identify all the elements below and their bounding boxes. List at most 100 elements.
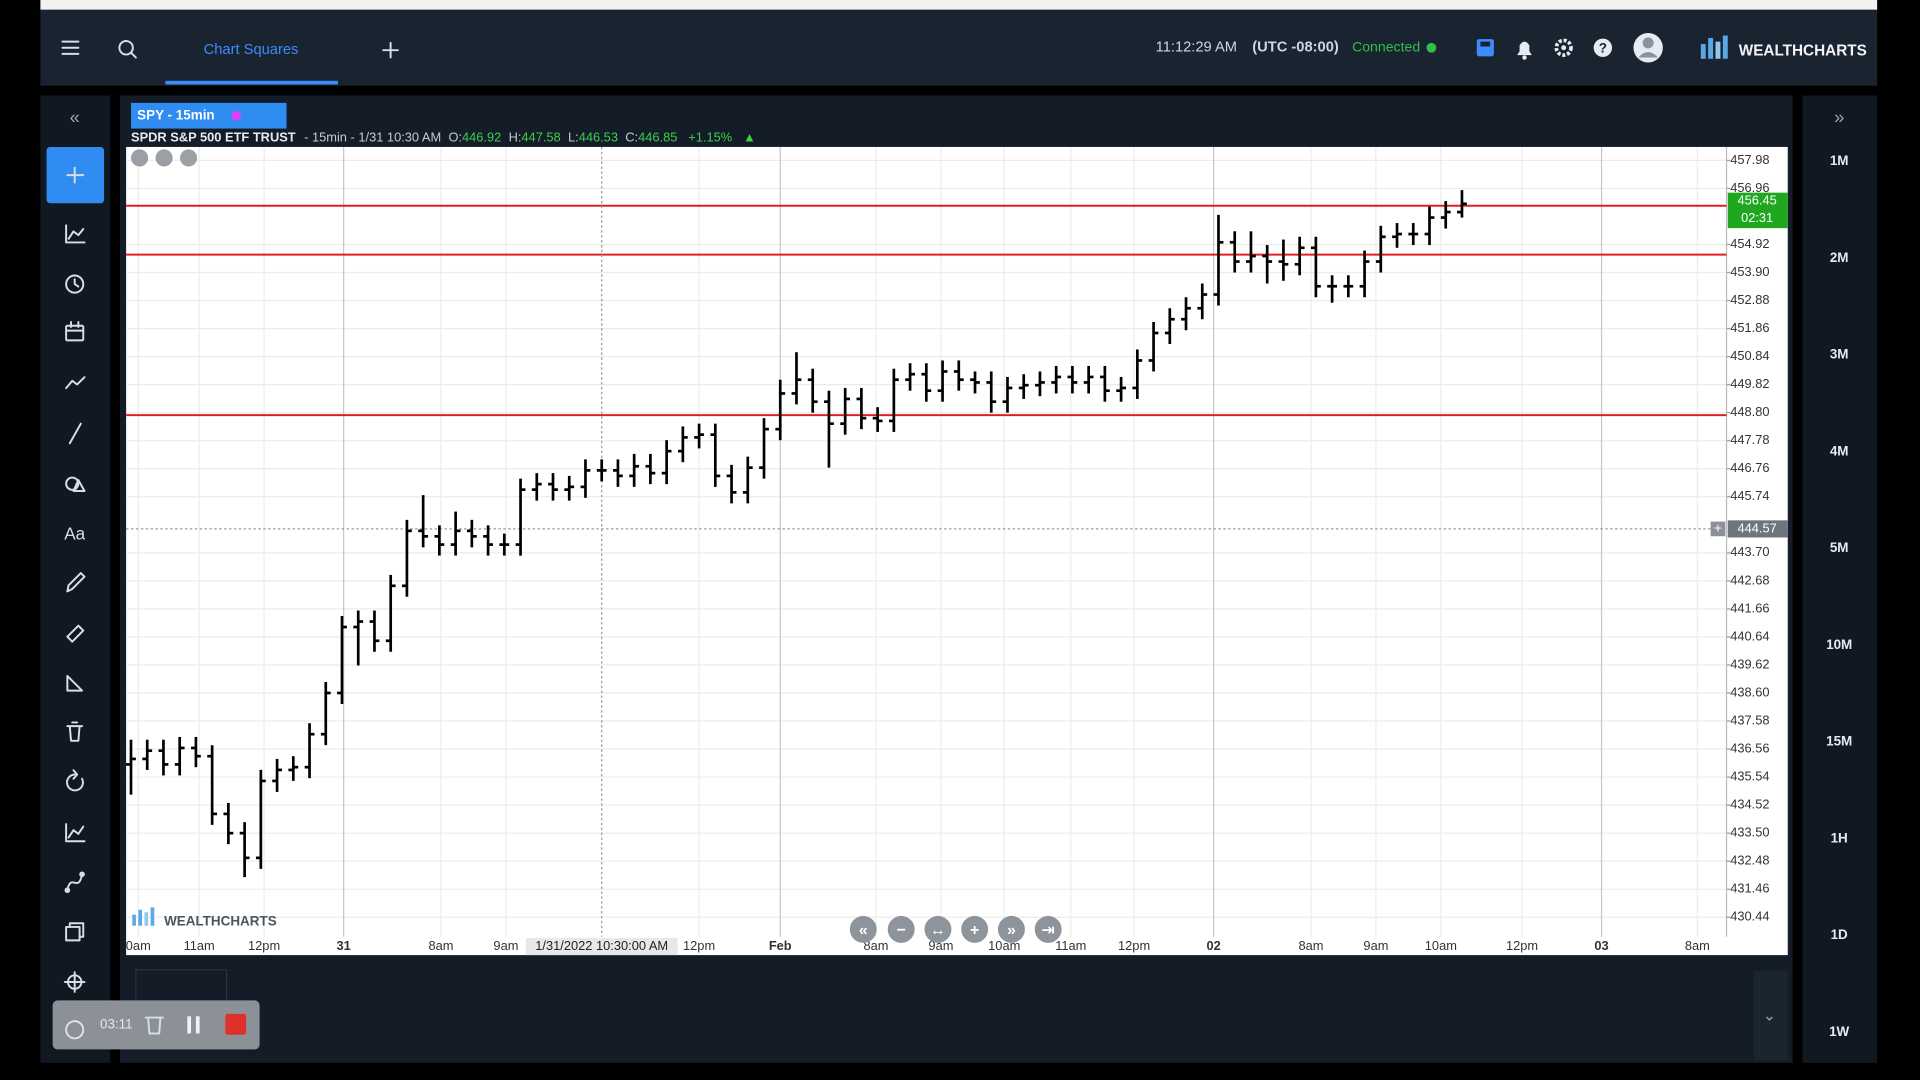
ohlc-value: 446.53 — [579, 130, 618, 145]
add-tab-button[interactable] — [382, 41, 399, 59]
price-bar — [710, 423, 721, 487]
tool-ruler[interactable] — [66, 624, 85, 643]
price-bar — [255, 769, 266, 869]
chart-controls — [131, 149, 198, 167]
x-tick-label: 02 — [1206, 938, 1220, 953]
price-bar — [1246, 231, 1256, 273]
ohlc-label: C: — [625, 130, 638, 145]
y-tick-label: 435.54 — [1730, 768, 1769, 783]
price-bar — [126, 739, 136, 795]
x-tick-label: 12pm — [1506, 938, 1538, 953]
tool-delete[interactable] — [66, 721, 84, 742]
tool-refresh[interactable] — [66, 769, 84, 792]
price-bar — [239, 822, 250, 878]
tool-layers[interactable] — [65, 922, 85, 942]
y-tick-label: 430.44 — [1730, 909, 1769, 924]
tool-pencil[interactable] — [66, 572, 86, 593]
timeframe-button[interactable]: 10M — [1826, 637, 1852, 652]
tool-shapes[interactable] — [65, 476, 86, 492]
tool-line[interactable] — [68, 422, 82, 445]
price-bar — [824, 390, 834, 468]
countdown-label: 02:31 — [1741, 210, 1773, 225]
tool-text[interactable]: Aa — [64, 524, 85, 544]
settings-button[interactable] — [1554, 38, 1573, 57]
timezone[interactable]: (UTC -08:00) — [1252, 40, 1339, 56]
x-tick-label: 12pm — [1118, 938, 1150, 953]
price-bar — [1278, 239, 1289, 281]
nav-zoom-in[interactable] — [961, 915, 989, 943]
timeframe-button[interactable]: 1W — [1829, 1024, 1849, 1039]
nav-fit[interactable] — [924, 915, 952, 943]
tool-curve[interactable] — [64, 871, 85, 894]
price-bar — [872, 407, 883, 432]
price-bar — [629, 453, 640, 487]
y-tick-label: 440.64 — [1730, 628, 1769, 643]
price-bar — [759, 418, 769, 479]
price-bar — [677, 426, 688, 463]
search-button[interactable] — [118, 40, 137, 59]
symbol-tab-label[interactable]: SPY - 15min — [137, 107, 215, 122]
price-bar — [986, 371, 997, 413]
price-bar — [1067, 365, 1078, 394]
price-bar — [888, 368, 899, 432]
nav-icon: + — [970, 922, 979, 939]
timeframes: 1M 2M 3M 4M 5M 10M 15M 1H 1D 1W — [1826, 153, 1852, 1039]
price-bar — [369, 610, 380, 652]
symbol-name: SPDR S&P 500 ETF TRUST — [131, 130, 296, 145]
price-bar — [1408, 223, 1419, 246]
collapse-right[interactable]: » — [1834, 107, 1844, 128]
price-bar — [694, 423, 704, 449]
tool-indicators[interactable] — [65, 224, 86, 244]
price-bar — [580, 459, 591, 498]
symbol-dot — [231, 110, 242, 121]
x-tick-label: 11am — [1055, 938, 1086, 953]
price-bar — [499, 533, 510, 556]
menu-button[interactable] — [61, 40, 80, 55]
price-bar — [1310, 236, 1321, 298]
tool-calendar[interactable] — [65, 321, 85, 342]
help-button[interactable]: ? — [1593, 38, 1613, 57]
alerts-button[interactable] — [1517, 41, 1532, 60]
recorder-pause[interactable] — [187, 1016, 200, 1034]
nav-back-fast[interactable] — [849, 915, 877, 943]
nav-end[interactable] — [1034, 915, 1062, 943]
recorder-globe[interactable] — [65, 1020, 85, 1040]
tool-clock[interactable] — [65, 274, 85, 294]
x-tick-label: 8am — [1685, 938, 1710, 953]
tool-crosshair[interactable] — [63, 971, 86, 993]
tool-measure[interactable] — [66, 674, 84, 692]
avatar[interactable] — [1633, 33, 1663, 63]
nav-zoom-out[interactable] — [887, 915, 915, 943]
crosshair-add-button[interactable] — [1710, 521, 1726, 537]
timeframe-button[interactable]: 15M — [1826, 734, 1852, 749]
recorder-delete[interactable] — [144, 1016, 164, 1035]
price-bar — [1229, 231, 1240, 273]
price-bar — [1440, 201, 1451, 229]
timeframe-button[interactable]: 1H — [1831, 830, 1848, 845]
close-control[interactable] — [131, 149, 149, 167]
price-bar — [450, 511, 461, 556]
timeframe-button[interactable]: 1M — [1830, 153, 1849, 168]
nav-forward-fast[interactable] — [997, 915, 1025, 943]
timeframe-button[interactable]: 5M — [1830, 540, 1849, 555]
recorder-stop[interactable] — [225, 1013, 247, 1035]
save-button[interactable] — [1476, 39, 1494, 57]
timeframe-button[interactable]: 2M — [1830, 250, 1849, 265]
timeframe-button[interactable]: 3M — [1830, 347, 1849, 362]
price-bar — [174, 736, 185, 776]
timeframe-button[interactable]: 1D — [1831, 927, 1848, 942]
up-control[interactable] — [180, 149, 198, 167]
down-control[interactable] — [155, 149, 173, 167]
tab-label[interactable]: Chart Squares — [204, 42, 299, 58]
symbol-tab[interactable] — [131, 102, 287, 129]
timeframe-button[interactable]: 4M — [1830, 443, 1849, 458]
price-bar — [1213, 214, 1224, 306]
scroll-down[interactable]: ⌄ — [1763, 1008, 1776, 1025]
tool-chart[interactable] — [65, 823, 86, 843]
price-bar — [596, 459, 607, 482]
price-bar — [402, 519, 412, 597]
tool-trend[interactable] — [65, 376, 86, 390]
collapse-left[interactable]: « — [70, 107, 80, 128]
